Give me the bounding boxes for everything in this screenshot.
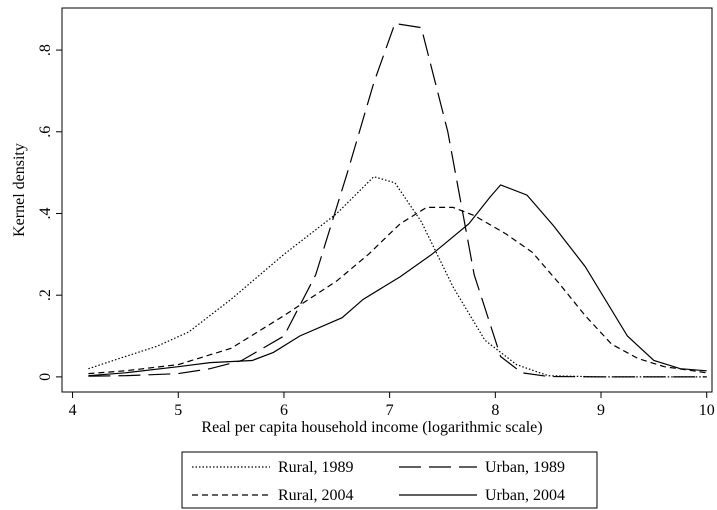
legend-label: Rural, 1989 <box>278 459 354 476</box>
y-tick-label: .8 <box>37 44 54 56</box>
x-tick-label: 8 <box>491 402 499 419</box>
y-tick-label: 0 <box>37 373 54 381</box>
x-tick-label: 7 <box>386 402 394 419</box>
legend-label: Urban, 1989 <box>485 459 565 476</box>
series-line <box>88 184 707 377</box>
legend-box <box>181 451 598 509</box>
series-line <box>88 176 707 378</box>
series-line <box>88 22 707 378</box>
y-tick-label: .4 <box>37 207 54 219</box>
x-axis-title: Real per capita household income (logari… <box>201 419 542 436</box>
x-tick-label: 10 <box>699 402 715 419</box>
y-tick-label: .6 <box>37 126 54 138</box>
legend-label: Urban, 2004 <box>485 487 565 504</box>
legend-label: Rural, 2004 <box>278 487 354 504</box>
x-tick-label: 4 <box>69 402 77 419</box>
series-line <box>88 206 707 375</box>
x-tick-label: 6 <box>280 402 288 419</box>
y-tick-label: .2 <box>37 289 54 301</box>
x-tick-label: 9 <box>597 402 605 419</box>
plot-frame <box>61 7 713 393</box>
x-tick-label: 5 <box>174 402 182 419</box>
y-axis-title: Kernel density <box>11 143 28 237</box>
